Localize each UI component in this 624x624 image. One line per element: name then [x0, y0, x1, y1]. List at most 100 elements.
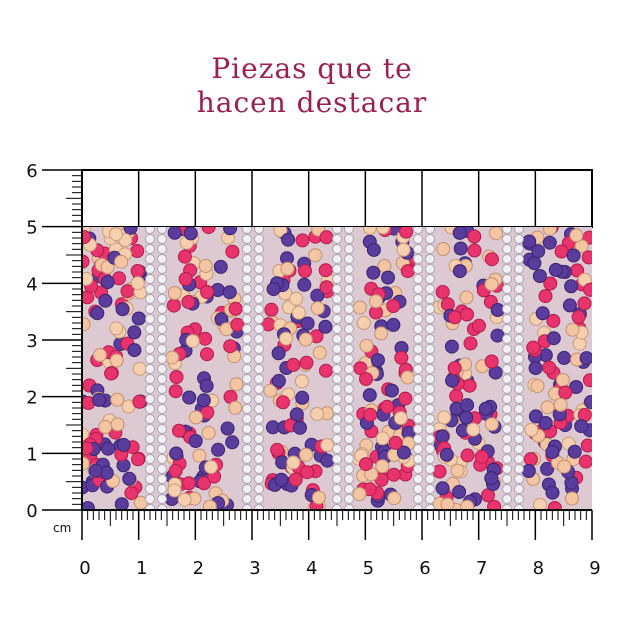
rhinestone — [145, 344, 155, 354]
bead — [286, 455, 301, 470]
rhinestone — [242, 494, 252, 504]
rhinestone — [514, 404, 524, 414]
bead — [293, 420, 307, 435]
bead — [542, 360, 557, 375]
bead — [298, 264, 312, 278]
bead — [312, 345, 327, 360]
bead — [533, 497, 547, 510]
rhinestone — [413, 227, 423, 234]
rhinestone — [157, 464, 167, 474]
bead — [98, 293, 113, 308]
rhinestone — [413, 304, 423, 314]
bead — [131, 311, 146, 326]
bead — [564, 279, 579, 294]
rhinestone — [145, 364, 155, 374]
bead — [109, 321, 124, 336]
bead — [181, 476, 196, 491]
rhinestone — [157, 274, 167, 284]
rhinestone — [413, 464, 423, 474]
rhinestone — [425, 334, 435, 344]
rhinestone — [242, 314, 252, 324]
rhinestone — [254, 354, 264, 364]
rhinestone — [145, 454, 155, 464]
rhinestone — [425, 414, 435, 424]
rhinestone — [425, 244, 435, 254]
bead — [130, 276, 145, 291]
bead — [101, 441, 116, 456]
bead — [198, 331, 213, 346]
rhinestone — [413, 334, 423, 344]
rhinestone — [425, 484, 435, 494]
bead — [459, 410, 474, 425]
rhinestone — [242, 484, 252, 494]
rhinestone — [332, 284, 342, 294]
rhinestone — [145, 227, 155, 234]
bead — [100, 260, 115, 275]
bead — [366, 265, 381, 280]
bead — [124, 486, 139, 501]
rhinestone — [502, 334, 512, 344]
rhinestone — [514, 474, 524, 484]
rhinestone — [242, 454, 252, 464]
rhinestone — [145, 334, 155, 344]
rhinestone — [514, 314, 524, 324]
rhinestone — [145, 324, 155, 334]
bead — [460, 307, 474, 322]
bead — [547, 501, 562, 510]
rhinestone — [425, 494, 435, 504]
rhinestone — [145, 304, 155, 314]
y-label: 3 — [26, 331, 37, 352]
rhinestone — [425, 344, 435, 354]
rhinestone — [502, 284, 512, 294]
rhinestone — [425, 464, 435, 474]
bead — [288, 472, 303, 487]
rhinestone — [344, 484, 354, 494]
rhinestone — [425, 234, 435, 244]
rhinestone — [413, 284, 423, 294]
rhinestone — [332, 354, 342, 364]
bead — [264, 302, 279, 317]
rhinestone — [502, 374, 512, 384]
rhinestone — [242, 434, 252, 444]
rhinestone — [514, 244, 524, 254]
bead — [374, 326, 389, 341]
bead — [197, 476, 212, 491]
rhinestone — [332, 424, 342, 434]
rhinestone — [157, 434, 167, 444]
rhinestone — [344, 244, 354, 254]
bead — [398, 391, 413, 406]
rhinestone — [242, 324, 252, 334]
rhinestone — [332, 227, 342, 234]
bead — [452, 227, 467, 240]
rhinestone — [157, 294, 167, 304]
bead — [192, 448, 207, 463]
rhinestone — [157, 404, 167, 414]
rhinestone — [344, 434, 354, 444]
rhinestone — [413, 444, 423, 454]
bead — [467, 229, 482, 244]
rhinestone — [502, 314, 512, 324]
bead — [386, 467, 401, 482]
rhinestone — [344, 227, 354, 234]
rhinestone — [344, 274, 354, 284]
bead — [530, 379, 545, 394]
rhinestone — [332, 324, 342, 334]
bead — [363, 407, 378, 422]
rhinestone — [332, 394, 342, 404]
rhinestone — [502, 244, 512, 254]
rhinestone — [242, 234, 252, 244]
rhinestone — [157, 414, 167, 424]
rhinestone — [413, 374, 423, 384]
bead — [266, 282, 281, 297]
bead — [200, 285, 215, 299]
bead — [200, 347, 214, 362]
bead — [484, 471, 499, 486]
rhinestone — [344, 304, 354, 314]
rhinestone — [344, 294, 354, 304]
rhinestone — [344, 354, 354, 364]
bead — [82, 230, 91, 245]
bead — [436, 242, 451, 256]
bead — [166, 298, 181, 313]
bead — [540, 461, 555, 476]
bead — [569, 228, 584, 243]
